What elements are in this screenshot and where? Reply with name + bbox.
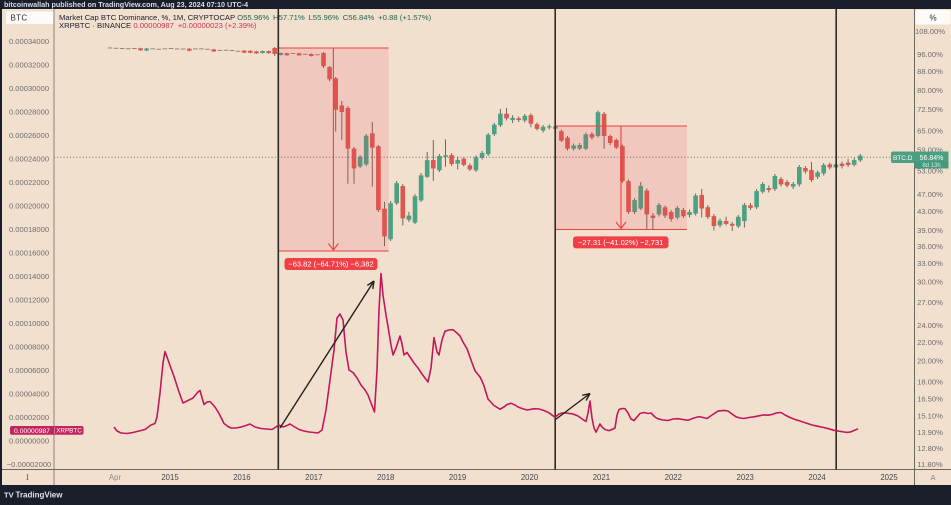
- svg-text:0.00032000: 0.00032000: [9, 61, 49, 70]
- svg-text:2024: 2024: [808, 473, 826, 482]
- svg-text:16.50%: 16.50%: [917, 394, 943, 403]
- svg-text:0.00008000: 0.00008000: [9, 343, 49, 352]
- svg-text:8d 13h: 8d 13h: [922, 163, 940, 169]
- svg-text:2018: 2018: [377, 473, 394, 482]
- svg-text:13.90%: 13.90%: [917, 428, 943, 437]
- svg-text:53.00%: 53.00%: [917, 166, 943, 175]
- svg-text:43.00%: 43.00%: [917, 207, 943, 216]
- svg-text:30.00%: 30.00%: [917, 278, 943, 287]
- svg-text:2020: 2020: [521, 473, 539, 482]
- svg-text:−63.82 (−64.71%) −6,382: −63.82 (−64.71%) −6,382: [288, 260, 373, 269]
- svg-text:96.00%: 96.00%: [917, 50, 943, 59]
- svg-text:A: A: [930, 473, 935, 482]
- svg-text:27.00%: 27.00%: [917, 298, 943, 307]
- svg-text:39.00%: 39.00%: [917, 226, 943, 235]
- svg-text:%: %: [929, 13, 936, 22]
- svg-text:2023: 2023: [737, 473, 754, 482]
- svg-text:BTC.D: BTC.D: [893, 155, 913, 162]
- svg-text:2019: 2019: [449, 473, 466, 482]
- svg-text:2016: 2016: [233, 473, 250, 482]
- svg-text:0.00018000: 0.00018000: [9, 225, 49, 234]
- svg-text:bitcoinwallah published on Tra: bitcoinwallah published on TradingView.c…: [4, 0, 248, 9]
- svg-text:0.00034000: 0.00034000: [9, 37, 49, 46]
- svg-text:0.00016000: 0.00016000: [9, 249, 49, 258]
- svg-text:TV: TV: [4, 491, 14, 500]
- svg-text:0.00020000: 0.00020000: [9, 202, 49, 211]
- svg-text:0.00010000: 0.00010000: [9, 319, 49, 328]
- svg-text:56.84%: 56.84%: [920, 155, 944, 162]
- svg-text:2015: 2015: [161, 473, 179, 482]
- svg-text:11.80%: 11.80%: [917, 460, 942, 469]
- svg-text:2025: 2025: [880, 473, 898, 482]
- svg-text:65.00%: 65.00%: [917, 126, 943, 135]
- svg-text:59.00%: 59.00%: [917, 145, 943, 154]
- svg-text:22.00%: 22.00%: [917, 338, 943, 347]
- svg-text:20.00%: 20.00%: [917, 357, 943, 366]
- svg-text:0.00028000: 0.00028000: [9, 108, 49, 117]
- svg-text:80.00%: 80.00%: [917, 86, 943, 95]
- svg-text:Apr: Apr: [109, 473, 122, 482]
- svg-text:0.00024000: 0.00024000: [9, 155, 49, 164]
- svg-text:36.00%: 36.00%: [917, 242, 943, 251]
- svg-text:24.00%: 24.00%: [917, 321, 943, 330]
- svg-text:0.00000000: 0.00000000: [9, 437, 49, 446]
- svg-text:−27.31 (−41.02%) −2,731: −27.31 (−41.02%) −2,731: [578, 238, 663, 247]
- svg-text:2017: 2017: [305, 473, 322, 482]
- svg-text:0.00006000: 0.00006000: [9, 366, 49, 375]
- svg-text:18.00%: 18.00%: [917, 377, 943, 386]
- svg-text:0.00022000: 0.00022000: [9, 178, 49, 187]
- svg-text:0.00004000: 0.00004000: [9, 390, 49, 399]
- svg-text:72.50%: 72.50%: [917, 105, 943, 114]
- svg-text:XRPBTC · BINANCE 0.00000987 +0: XRPBTC · BINANCE 0.00000987 +0.00000023 …: [59, 21, 257, 30]
- svg-text:0.00026000: 0.00026000: [9, 131, 49, 140]
- svg-text:47.00%: 47.00%: [917, 190, 943, 199]
- svg-text:BTC: BTC: [11, 14, 28, 23]
- svg-text:−0.00002000: −0.00002000: [7, 460, 52, 469]
- svg-text:0.00000987: 0.00000987: [14, 428, 50, 435]
- svg-text:0.00002000: 0.00002000: [9, 413, 49, 422]
- svg-text:108.00%: 108.00%: [915, 27, 945, 36]
- svg-text:88.00%: 88.00%: [917, 67, 943, 76]
- svg-text:2021: 2021: [593, 473, 610, 482]
- svg-text:2022: 2022: [665, 473, 682, 482]
- svg-text:12.80%: 12.80%: [917, 444, 943, 453]
- svg-text:XRPBTC: XRPBTC: [56, 428, 82, 435]
- svg-text:33.00%: 33.00%: [917, 259, 943, 268]
- svg-text:I: I: [26, 473, 29, 482]
- svg-text:0.00014000: 0.00014000: [9, 272, 49, 281]
- svg-text:0.00012000: 0.00012000: [9, 296, 49, 305]
- svg-text:Market Cap BTC Dominance, %, 1: Market Cap BTC Dominance, %, 1M, CRYPTOC…: [59, 13, 432, 22]
- svg-text:15.10%: 15.10%: [917, 412, 943, 421]
- svg-text:0.00030000: 0.00030000: [9, 84, 49, 93]
- svg-text:TradingView: TradingView: [16, 491, 64, 500]
